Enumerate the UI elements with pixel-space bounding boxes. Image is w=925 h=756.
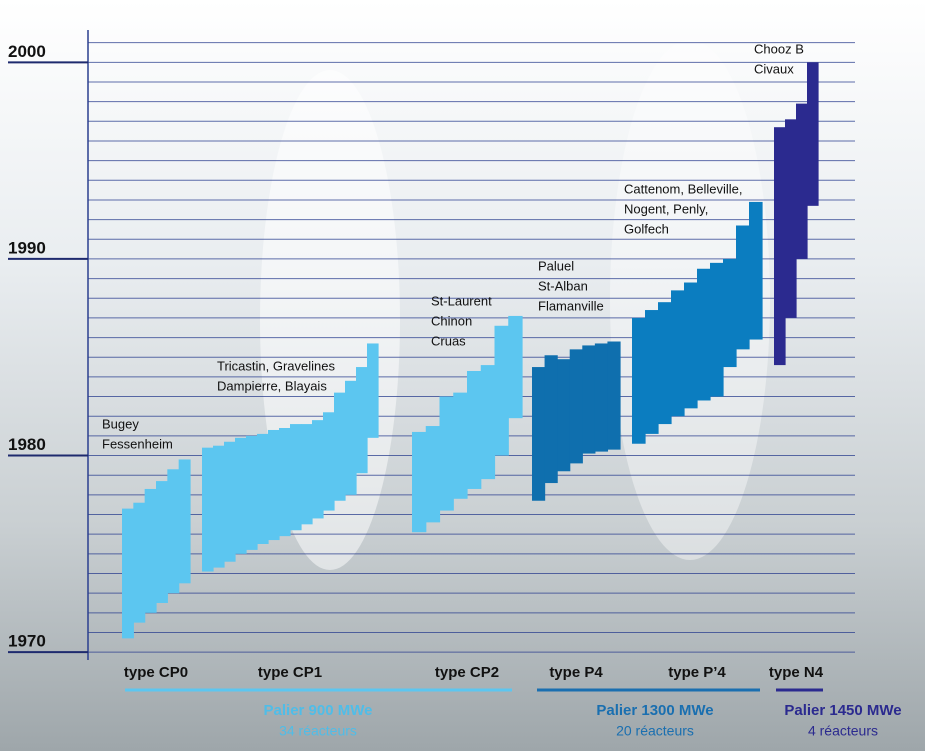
reactor-bar [290,424,302,531]
palier-title: Palier 1450 MWe [784,702,901,719]
palier-count: 34 réacteurs [279,723,357,739]
reactor-bar [235,437,247,554]
reactor-bar [312,420,324,519]
reactor-bar [279,428,291,537]
site-label: St-Laurent [431,293,492,308]
reactor-bar [569,349,583,464]
reactor-bar [723,258,737,368]
reactor-bar [345,380,357,495]
reactor-bar [178,459,191,584]
y-tick-label: 1970 [8,632,46,651]
site-label: Nogent, Penly, [624,201,708,216]
site-label: Chinon [431,313,472,328]
reactor-bar [453,392,468,499]
palier-title: Palier 1300 MWe [596,702,713,719]
reactor-bar [749,201,763,340]
y-tick-label: 2000 [8,42,46,61]
reactor-bar [807,62,819,206]
reactor-bar [213,445,225,568]
reactor-bar [494,325,509,456]
reactor-bar [122,508,134,639]
y-tick-label: 1980 [8,435,46,454]
reactor-bar [224,441,236,562]
site-label: Cruas [431,333,466,348]
reactor-bar [607,341,621,450]
palier-title: Palier 900 MWe [264,702,373,719]
reactor-bar [796,103,808,259]
site-label: Civaux [754,61,794,76]
site-label: Dampierre, Blayais [217,378,327,393]
reactor-bar [425,426,441,523]
reactor-bar [710,262,724,397]
type-label: type P4 [549,664,603,681]
reactor-bar [323,412,335,511]
reactor-bar [257,433,269,545]
type-label: type CP0 [124,664,188,681]
reactor-bar [439,396,454,511]
reactor-bar [774,127,786,366]
reactor-bar [645,310,659,434]
palier-count: 20 réacteurs [616,723,694,739]
reactor-bar [736,225,750,350]
site-label: Tricastin, Gravelines [217,358,335,373]
reactor-bar [156,481,168,603]
reactor-bar [557,359,571,472]
reactor-bar [356,367,368,474]
reactor-bar [480,365,496,480]
reactor-bar [684,282,698,409]
site-label: Golfech [624,221,669,236]
reactor-bar [334,392,346,501]
reactor-bar [544,355,558,484]
reactor-bar [785,119,797,318]
reactor-bar [594,343,609,452]
site-label: St-Alban [538,278,588,293]
reactor-bar [301,424,313,525]
site-label: Cattenom, Belleville, [624,181,743,196]
reactor-bar [202,447,214,572]
y-tick-label: 1990 [8,238,46,257]
reactor-bar [144,488,157,613]
palier-count: 4 réacteurs [808,723,878,739]
site-label: Chooz B [754,41,804,56]
type-label: type CP1 [258,664,322,681]
reactor-bar [532,367,546,501]
reactor-bar [508,315,523,419]
type-label: type P’4 [668,664,726,681]
reactor-bar [367,343,379,438]
type-label: type N4 [769,664,824,681]
reactor-bar [246,435,258,550]
reactor-bar [268,429,280,541]
reactor-bar [167,469,180,594]
reactor-bar [697,268,711,401]
site-label: Fessenheim [102,436,173,451]
reactor-bar [671,290,685,417]
site-label: Flamanville [538,298,604,313]
type-label: type CP2 [435,664,499,681]
reactor-bar [133,502,146,623]
reactor-bar [658,302,672,425]
reactor-bar [582,345,596,454]
site-label: Paluel [538,258,574,273]
reactor-bar [632,317,646,444]
site-label: Bugey [102,416,139,431]
reactor-bar [467,370,482,489]
reactor-bar [412,431,427,533]
